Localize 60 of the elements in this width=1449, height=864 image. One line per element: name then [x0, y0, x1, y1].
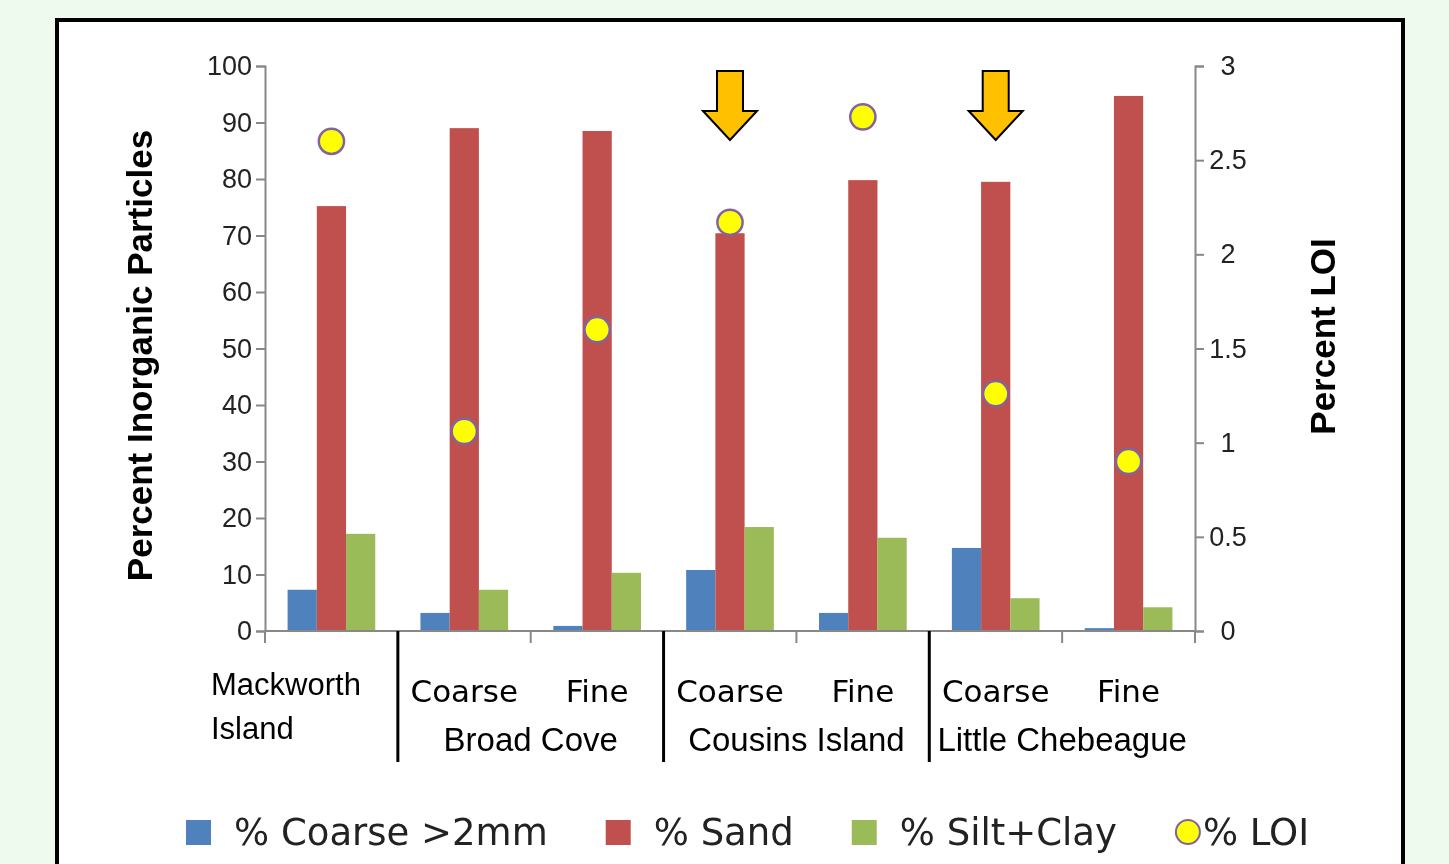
bar [1143, 607, 1173, 631]
y2-tick-label: 1.5 [1209, 333, 1247, 364]
bar [316, 206, 347, 631]
y-tick-label: 100 [206, 51, 252, 82]
point [317, 127, 346, 156]
bar [686, 569, 716, 631]
bar [848, 180, 878, 631]
bar [715, 233, 745, 631]
x-tick-label: Fine [565, 673, 629, 709]
bar [346, 533, 376, 631]
bar [981, 181, 1011, 631]
y-tick-label: 30 [221, 446, 252, 477]
bar [877, 537, 907, 631]
bar [420, 612, 450, 631]
bar [1010, 598, 1040, 631]
y2-tick-label: 0 [1220, 616, 1236, 647]
legend-label: % Coarse >2mm [234, 811, 548, 854]
x-tick-label: Fine [831, 673, 895, 709]
bar [819, 612, 849, 631]
y-axis-title: Percent Inorganic Particles [120, 129, 159, 582]
y-tick-label: 0 [236, 616, 252, 647]
y2-tick-label: 0.5 [1209, 521, 1247, 552]
y-tick-label: 40 [221, 390, 252, 421]
y2-tick-label: 3 [1220, 51, 1236, 82]
y2-tick-label: 2 [1220, 239, 1236, 270]
x-tick-label: Coarse [676, 673, 784, 709]
text: Broad Cove [443, 721, 618, 758]
point [848, 103, 877, 131]
x-tick-label: Coarse [941, 673, 1050, 709]
y2-axis-title: Percent LOI [1303, 238, 1342, 435]
legend-label: % LOI [1202, 811, 1310, 854]
point [981, 379, 1010, 408]
x-tick-label: Fine [1097, 673, 1161, 709]
y-tick-label: 20 [221, 503, 252, 534]
x-tick-label: Coarse [410, 673, 519, 709]
bar [951, 547, 982, 631]
y2-tick-label: 1 [1220, 427, 1236, 458]
y-tick-label: 10 [221, 559, 252, 590]
bar [287, 589, 317, 631]
bar [582, 130, 612, 631]
bar [611, 572, 641, 631]
bar [478, 589, 509, 631]
x-tick-label: Mackworth Island [211, 667, 361, 746]
point [1114, 447, 1143, 476]
legend-label: % Sand [653, 811, 794, 854]
point [583, 315, 612, 344]
y-tick-label: 60 [221, 277, 252, 308]
point [716, 208, 744, 237]
legend-label: % Silt+Clay [899, 811, 1117, 854]
bar [449, 128, 479, 631]
point [450, 417, 479, 446]
y-tick-label: 80 [221, 164, 252, 195]
y-tick-label: 50 [221, 333, 252, 364]
y-tick-label: 90 [221, 107, 252, 138]
bar [744, 527, 774, 631]
text: Little Chebeague [937, 721, 1187, 758]
text: Cousins Island [688, 721, 905, 758]
y-tick-label: 70 [221, 220, 252, 251]
bar [1113, 95, 1144, 631]
y2-tick-label: 2.5 [1209, 145, 1247, 176]
